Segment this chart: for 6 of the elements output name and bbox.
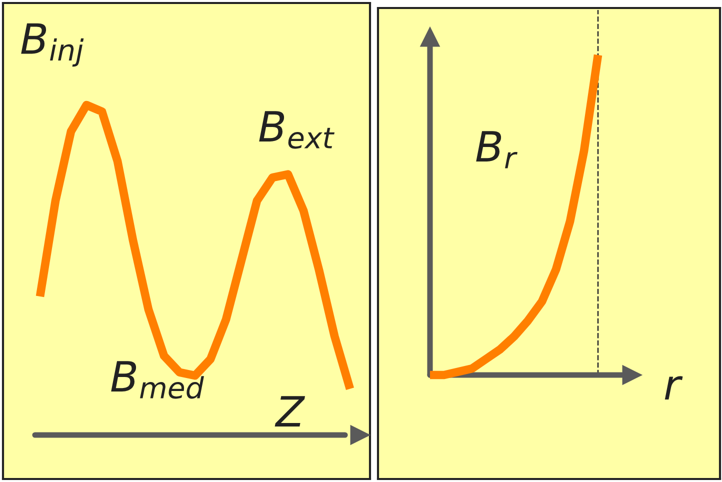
x-axis-title: r (664, 376, 683, 400)
series-label: B$_{r}$ (476, 131, 518, 168)
text: B$_{inj}$ (21, 23, 84, 67)
annotation: B$_{ext}$ (259, 111, 335, 149)
x-axis-title: Z (274, 396, 306, 426)
annotation: B$_{med}$ (111, 361, 204, 399)
